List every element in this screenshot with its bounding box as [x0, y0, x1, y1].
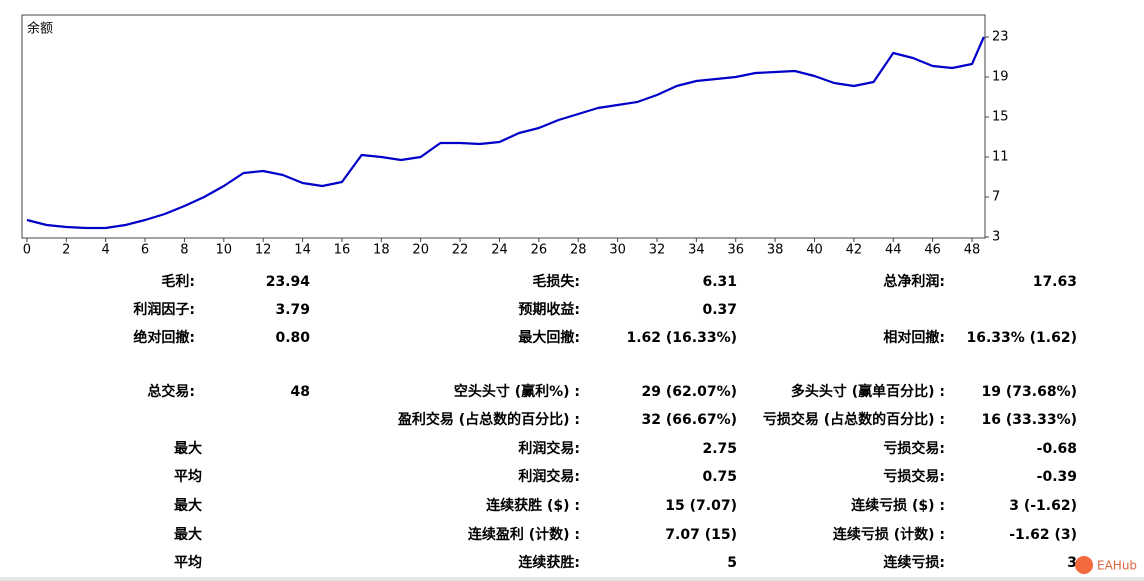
x-tick-label: 10: [216, 243, 233, 258]
y-tick-label: 23: [992, 30, 1009, 45]
stat-label: 连续亏损 ($) :: [851, 497, 945, 514]
watermark-icon: [1075, 556, 1093, 574]
x-tick-label: 42: [846, 243, 863, 258]
y-tick-label: 7: [992, 190, 1000, 205]
stat-label: 最大: [174, 497, 202, 514]
stat-value: 2.75: [702, 441, 737, 457]
y-tick-label: 11: [992, 150, 1009, 165]
stat-value: 15 (7.07): [665, 498, 737, 514]
stat-label: 亏损交易:: [883, 468, 945, 485]
stat-label: 连续盈利 (计数) :: [468, 526, 580, 543]
stats-table: 毛利: 23.94 毛损失: 6.31 总净利润: 17.63 利润因子: 3.79 预期收益:…: [133, 273, 1077, 571]
x-tick-label: 6: [141, 243, 149, 258]
stat-value: 5: [727, 555, 737, 571]
stat-value: 17.63: [1033, 274, 1077, 290]
x-tick-label: 14: [294, 243, 311, 258]
stat-value: 7.07 (15): [665, 527, 737, 543]
y-tick-label: 3: [992, 230, 1000, 245]
x-tick-label: 18: [373, 243, 390, 258]
x-tick-label: 12: [255, 243, 272, 258]
stat-value: 23.94: [266, 274, 311, 290]
stat-value: 0.80: [275, 330, 310, 346]
x-tick-label: 4: [102, 243, 110, 258]
stat-label: 利润交易:: [518, 468, 580, 485]
stat-label: 绝对回撤:: [133, 329, 195, 346]
x-tick-label: 40: [806, 243, 823, 258]
bottom-bar: [0, 577, 1144, 581]
stat-label: 最大: [174, 440, 202, 457]
stat-label: 连续亏损 (计数) :: [833, 526, 945, 543]
stat-value: 16.33% (1.62): [966, 330, 1077, 346]
stat-label: 平均: [174, 468, 202, 485]
balance-line: [26, 36, 985, 230]
stat-label: 平均: [174, 554, 202, 571]
stat-label: 总净利润:: [883, 273, 945, 290]
stat-value: -0.68: [1037, 441, 1077, 457]
stat-value: 3 (-1.62): [1009, 498, 1077, 514]
x-tick-label: 8: [180, 243, 188, 258]
stat-value: 0.37: [702, 302, 737, 318]
stat-value: 3.79: [275, 302, 310, 318]
stat-value: 32 (66.67%): [642, 412, 737, 428]
watermark: EAHub: [1097, 559, 1137, 573]
stat-label: 最大: [174, 526, 202, 543]
x-tick-label: 0: [23, 243, 31, 258]
stat-label: 总交易:: [147, 383, 195, 400]
stat-label: 毛损失:: [532, 273, 580, 290]
stat-value: 0.75: [702, 469, 737, 485]
x-tick-label: 46: [924, 243, 941, 258]
stat-label: 多头头寸 (赢单百分比) :: [791, 383, 945, 400]
stat-value: 29 (62.07%): [642, 384, 737, 400]
stat-label: 亏损交易 (占总数的百分比) :: [763, 411, 945, 428]
y-tick-label: 19: [992, 70, 1009, 85]
stat-label: 利润交易:: [518, 440, 580, 457]
stat-label: 空头头寸 (赢利%) :: [454, 383, 580, 400]
stat-label: 连续亏损:: [883, 554, 945, 571]
stat-label: 连续获胜 ($) :: [486, 497, 580, 514]
x-tick-label: 48: [964, 243, 981, 258]
stat-label: 连续获胜:: [518, 554, 580, 571]
x-tick-label: 34: [688, 243, 705, 258]
stat-value: -0.39: [1037, 469, 1077, 485]
stat-label: 亏损交易:: [883, 440, 945, 457]
stat-label: 相对回撤:: [883, 329, 945, 346]
x-tick-label: 20: [412, 243, 429, 258]
stat-label: 最大回撤:: [518, 329, 580, 346]
x-tick-label: 32: [649, 243, 666, 258]
x-tick-label: 30: [609, 243, 626, 258]
x-tick-label: 44: [885, 243, 902, 258]
plot-frame: [21, 14, 986, 239]
x-tick-label: 24: [491, 243, 508, 258]
stat-value: 16 (33.33%): [982, 412, 1077, 428]
stat-value: 48: [291, 384, 310, 400]
stat-value: 1.62 (16.33%): [626, 330, 737, 346]
stat-label: 利润因子:: [133, 301, 195, 318]
x-tick-label: 36: [727, 243, 744, 258]
x-tick-label: 38: [767, 243, 784, 258]
stat-value: 19 (73.68%): [982, 384, 1077, 400]
x-tick-label: 26: [531, 243, 548, 258]
x-tick-label: 2: [62, 243, 70, 258]
stat-value: -1.62 (3): [1009, 527, 1077, 543]
stat-label: 毛利:: [161, 273, 195, 290]
stat-label: 盈利交易 (占总数的百分比) :: [397, 411, 580, 428]
x-tick-label: 28: [570, 243, 587, 258]
x-tick-label: 22: [452, 243, 469, 258]
chart-title: 余额: [27, 21, 53, 37]
stat-label: 预期收益:: [518, 301, 580, 318]
y-tick-label: 15: [992, 110, 1009, 125]
stat-value: 3: [1067, 555, 1077, 571]
x-tick-label: 16: [334, 243, 351, 258]
stat-value: 6.31: [702, 274, 737, 290]
